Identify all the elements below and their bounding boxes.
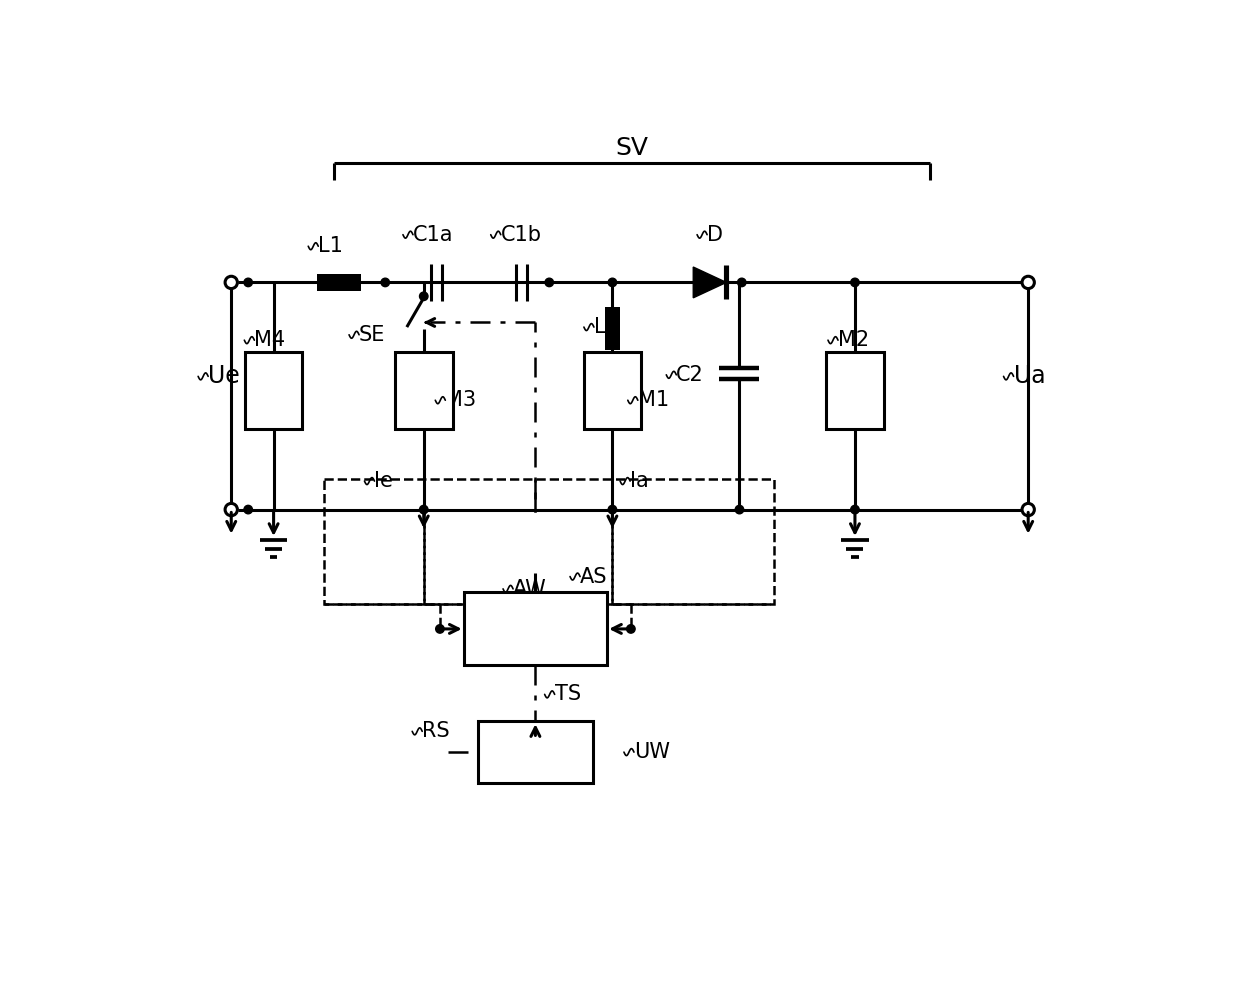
Text: C1a: C1a	[413, 224, 454, 244]
Text: C1b: C1b	[501, 224, 542, 244]
Text: D: D	[707, 224, 723, 244]
Polygon shape	[693, 267, 727, 298]
Text: Ia: Ia	[630, 471, 649, 491]
Circle shape	[608, 505, 616, 514]
Circle shape	[435, 625, 444, 633]
Bar	[394, 352, 453, 429]
Text: M2: M2	[838, 330, 869, 350]
Bar	[477, 721, 593, 783]
Circle shape	[546, 279, 553, 287]
Circle shape	[608, 279, 616, 287]
Text: C2: C2	[676, 365, 704, 385]
Bar	[324, 479, 774, 605]
Text: SV: SV	[615, 136, 649, 160]
Text: SE: SE	[360, 325, 386, 345]
Text: L2: L2	[594, 317, 619, 337]
Text: UW: UW	[634, 742, 670, 763]
Bar	[244, 352, 303, 429]
Text: Ie: Ie	[374, 471, 393, 491]
Text: RS: RS	[422, 721, 450, 741]
Circle shape	[381, 279, 389, 287]
Text: TS: TS	[554, 684, 580, 704]
Circle shape	[419, 505, 428, 514]
Text: M4: M4	[254, 330, 285, 350]
Circle shape	[851, 505, 859, 514]
Text: M3: M3	[445, 390, 476, 410]
Bar	[464, 593, 606, 666]
Circle shape	[626, 625, 635, 633]
Circle shape	[244, 279, 253, 287]
Circle shape	[738, 279, 746, 287]
Bar	[584, 352, 641, 429]
Text: L1: L1	[319, 236, 343, 257]
Text: Ua: Ua	[1013, 364, 1045, 388]
Text: AS: AS	[580, 566, 608, 586]
Circle shape	[244, 505, 253, 514]
Bar	[605, 308, 620, 350]
Circle shape	[851, 279, 859, 287]
Circle shape	[735, 505, 744, 514]
Bar	[316, 274, 361, 291]
Text: Ue: Ue	[208, 364, 239, 388]
Text: AW: AW	[513, 578, 547, 599]
Text: M1: M1	[637, 390, 668, 410]
Circle shape	[419, 292, 428, 301]
Bar	[826, 352, 884, 429]
